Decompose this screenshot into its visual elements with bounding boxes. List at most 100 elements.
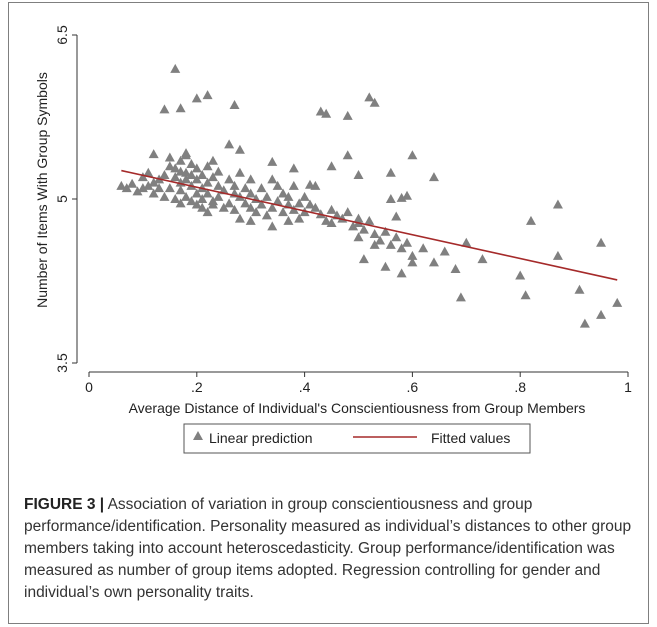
data-point bbox=[396, 268, 407, 278]
data-point bbox=[148, 188, 159, 198]
data-point bbox=[278, 207, 289, 217]
data-point bbox=[191, 199, 202, 209]
data-point bbox=[207, 172, 218, 182]
data-point bbox=[121, 183, 132, 193]
data-point bbox=[321, 108, 332, 118]
data-point bbox=[197, 194, 208, 203]
data-point bbox=[402, 190, 413, 200]
data-point bbox=[186, 159, 197, 169]
legend-triangle-marker bbox=[193, 431, 203, 440]
data-point bbox=[304, 199, 315, 209]
x-tick-label: 1 bbox=[624, 379, 632, 395]
data-point bbox=[175, 103, 186, 113]
data-point bbox=[294, 213, 305, 223]
data-point bbox=[191, 188, 202, 198]
data-point bbox=[596, 237, 607, 247]
data-point bbox=[170, 194, 181, 203]
x-ticks: 0 .2 .4 .6 .8 1 bbox=[85, 372, 632, 395]
data-point bbox=[353, 169, 364, 179]
data-point bbox=[552, 199, 563, 209]
data-point bbox=[439, 246, 450, 256]
data-point bbox=[261, 210, 272, 220]
data-point bbox=[256, 199, 267, 209]
data-point bbox=[143, 180, 154, 190]
data-point bbox=[294, 198, 305, 208]
data-point bbox=[596, 309, 607, 319]
data-point bbox=[175, 155, 186, 165]
data-point bbox=[272, 180, 283, 190]
data-point bbox=[224, 174, 235, 184]
data-point bbox=[364, 215, 375, 225]
data-point bbox=[304, 179, 315, 189]
data-point bbox=[159, 191, 170, 201]
data-point bbox=[267, 156, 278, 166]
data-point bbox=[175, 198, 186, 208]
data-point bbox=[181, 148, 192, 158]
data-point bbox=[191, 163, 202, 173]
data-point bbox=[224, 198, 235, 208]
data-point bbox=[164, 183, 175, 193]
x-axis-title: Average Distance of Individual's Conscie… bbox=[129, 400, 586, 416]
caption-text: Association of variation in group consci… bbox=[24, 496, 632, 601]
data-point bbox=[213, 166, 224, 176]
data-point bbox=[326, 204, 337, 214]
data-point bbox=[229, 180, 240, 190]
data-point bbox=[358, 254, 369, 264]
y-ticks: 3.5 5 6.5 bbox=[54, 25, 77, 373]
data-point bbox=[159, 104, 170, 114]
data-point bbox=[283, 215, 294, 225]
data-point bbox=[202, 207, 213, 217]
chart: 3.5 5 6.5 0 .2 .4 .6 .8 1 Number of Items With … bbox=[34, 25, 632, 454]
data-point bbox=[364, 92, 375, 102]
data-point bbox=[224, 139, 235, 149]
data-point bbox=[353, 232, 364, 242]
fitted-values-line bbox=[121, 169, 618, 281]
data-point bbox=[407, 250, 418, 260]
data-point bbox=[299, 191, 310, 201]
data-point bbox=[229, 99, 240, 109]
figure-frame bbox=[8, 2, 649, 624]
data-point bbox=[207, 199, 218, 209]
data-point bbox=[342, 207, 353, 217]
data-point bbox=[407, 257, 418, 267]
data-point bbox=[369, 239, 380, 249]
data-point bbox=[191, 93, 202, 103]
data-point bbox=[326, 161, 337, 171]
data-point bbox=[380, 261, 391, 271]
data-point bbox=[154, 183, 165, 193]
fitted-line-layer bbox=[121, 169, 618, 281]
data-point bbox=[455, 292, 466, 302]
legend-label-linear-prediction: Linear prediction bbox=[209, 430, 313, 446]
data-point bbox=[428, 257, 439, 267]
data-point bbox=[175, 185, 186, 195]
data-point bbox=[310, 202, 321, 212]
data-point bbox=[202, 177, 213, 187]
data-point bbox=[407, 150, 418, 160]
data-point bbox=[164, 161, 175, 171]
data-point bbox=[197, 169, 208, 179]
data-point bbox=[515, 270, 526, 280]
caption-label: FIGURE 3 | bbox=[24, 496, 105, 513]
data-point bbox=[213, 191, 224, 201]
y-axis-title: Number of Items With Group Symbols bbox=[34, 72, 50, 308]
data-point bbox=[315, 106, 326, 116]
data-point bbox=[278, 188, 289, 198]
data-point bbox=[229, 204, 240, 214]
data-point bbox=[116, 180, 127, 190]
data-point bbox=[186, 196, 197, 206]
data-point bbox=[170, 63, 181, 73]
data-point bbox=[348, 221, 359, 231]
data-point bbox=[207, 155, 218, 165]
data-point bbox=[402, 237, 413, 247]
x-tick-label: 0 bbox=[85, 379, 93, 395]
data-point bbox=[218, 202, 229, 212]
data-point bbox=[288, 204, 299, 214]
data-point bbox=[202, 161, 213, 171]
data-point bbox=[272, 196, 283, 206]
data-point bbox=[375, 235, 386, 245]
data-point bbox=[477, 254, 488, 264]
data-point bbox=[428, 172, 439, 182]
data-point bbox=[186, 169, 197, 179]
data-point bbox=[326, 218, 337, 228]
data-point bbox=[170, 172, 181, 182]
